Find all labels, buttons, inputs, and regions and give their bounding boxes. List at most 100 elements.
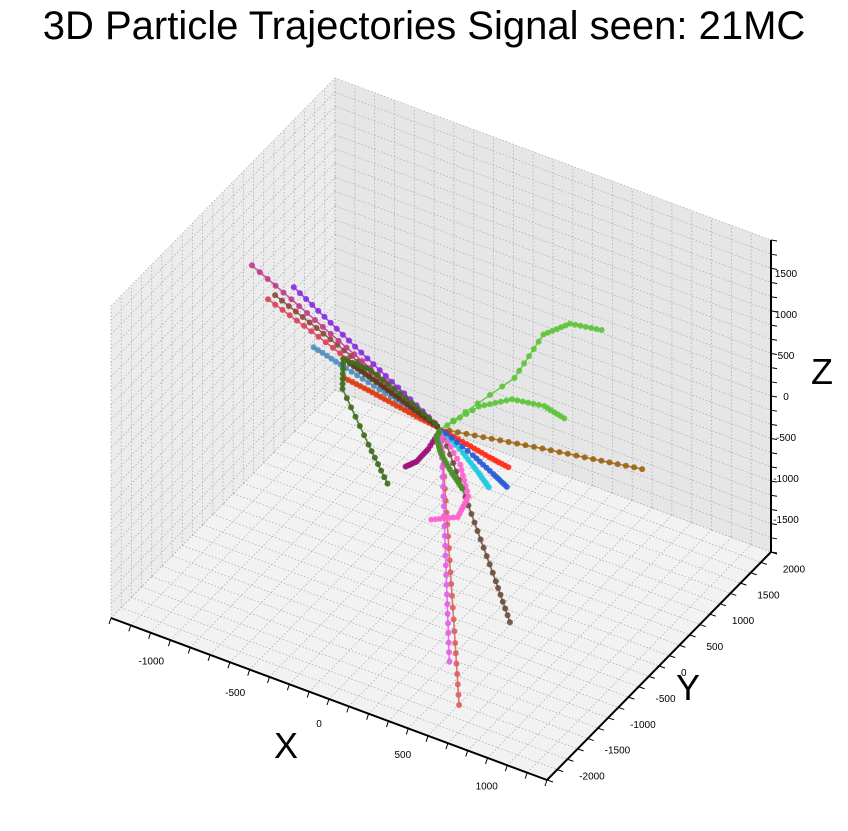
trajectory-11 xyxy=(440,427,646,473)
z-tick-mark xyxy=(770,282,778,285)
trajectory-point xyxy=(249,262,255,269)
grid-line xyxy=(110,389,336,619)
trajectory-point xyxy=(296,303,303,310)
trajectory-point xyxy=(497,398,504,405)
trajectory-point xyxy=(432,516,439,523)
trajectory-point xyxy=(526,353,532,360)
trajectory-16 xyxy=(402,428,442,470)
x-tick-mark xyxy=(366,713,370,720)
trajectory-point xyxy=(414,405,421,412)
trajectory-point xyxy=(519,398,526,405)
y-tick-mark xyxy=(679,644,686,648)
z-tick-mark xyxy=(770,423,778,426)
trajectory-point xyxy=(521,360,528,367)
trajectory-point xyxy=(340,360,347,367)
grid-line xyxy=(130,397,356,626)
y-tick-mark xyxy=(689,634,696,638)
x-tick-mark xyxy=(267,676,271,684)
trajectory-point xyxy=(448,581,455,587)
y-tick-mark xyxy=(557,769,564,773)
trajectory-point xyxy=(367,367,374,374)
grid-line xyxy=(170,411,395,641)
trajectory-point xyxy=(286,312,293,319)
grid-line xyxy=(110,134,336,364)
trajectory-point xyxy=(408,400,415,407)
trajectory-point xyxy=(441,523,448,530)
trajectory-point xyxy=(365,379,372,386)
x-tick-label: 500 xyxy=(395,750,412,761)
trajectory-point xyxy=(486,401,493,408)
trajectory-point xyxy=(272,301,279,308)
trajectory-point xyxy=(420,410,427,417)
grid-line xyxy=(328,470,554,700)
grid-line xyxy=(334,332,772,496)
y-tick-label: 1000 xyxy=(732,616,755,627)
z-tick-mark xyxy=(770,296,778,299)
trajectory-point xyxy=(432,420,439,427)
z-tick-label: 1000 xyxy=(775,310,798,321)
trajectory-point xyxy=(339,380,346,387)
trajectory-point xyxy=(256,269,263,276)
trajectory-point xyxy=(535,401,542,408)
trajectory-point xyxy=(279,306,286,313)
grid-line xyxy=(110,262,336,491)
trajectory-point xyxy=(454,455,460,462)
grid-line xyxy=(243,482,680,646)
grid-line xyxy=(171,555,609,719)
trajectory-point xyxy=(502,605,509,612)
trajectory-point xyxy=(530,346,537,352)
x-tick-mark xyxy=(227,662,231,669)
grid-line xyxy=(334,304,772,468)
grid-line xyxy=(334,389,772,553)
grid-line xyxy=(110,233,336,463)
grid-line xyxy=(263,462,700,625)
y-tick-mark xyxy=(567,758,574,762)
trajectory-point xyxy=(280,289,287,296)
grid-line xyxy=(141,586,578,750)
z-tick-mark xyxy=(770,267,778,270)
trajectory-point xyxy=(319,323,326,330)
trajectory-point xyxy=(403,395,409,401)
trajectory-point xyxy=(397,390,404,397)
grid-line xyxy=(334,247,772,411)
trajectory-point xyxy=(480,434,487,441)
grid-line xyxy=(314,410,751,574)
grid-line xyxy=(334,105,772,269)
trajectory-point xyxy=(264,276,271,282)
x-tick-mark xyxy=(128,625,132,632)
trajectory-point xyxy=(481,402,488,409)
trajectory-point xyxy=(308,328,315,335)
trajectory-point xyxy=(480,544,487,551)
trajectory-point xyxy=(303,296,310,302)
trajectory-point xyxy=(499,598,506,605)
trajectory-point xyxy=(474,528,481,534)
y-tick-mark xyxy=(740,582,747,586)
trajectory-point xyxy=(639,466,646,473)
z-tick-mark xyxy=(770,409,778,412)
y-tick-mark xyxy=(587,738,594,742)
trajectory-point xyxy=(440,493,447,500)
trajectory-point xyxy=(492,399,499,406)
trajectory-point xyxy=(359,358,366,365)
trajectory-point xyxy=(458,467,465,473)
trajectory-point xyxy=(320,330,327,337)
trajectory-point xyxy=(572,321,579,328)
trajectory-point xyxy=(381,474,388,481)
trajectory-point xyxy=(450,418,457,425)
grid-line xyxy=(110,276,336,505)
grid-line xyxy=(334,162,772,326)
grid-line xyxy=(182,545,619,708)
grid-line xyxy=(150,404,375,634)
y-tick-mark xyxy=(658,665,666,669)
y-tick-mark xyxy=(709,613,717,617)
x-tick-mark xyxy=(504,765,508,772)
trajectory-point xyxy=(437,515,444,522)
trajectory-point xyxy=(339,375,346,382)
trajectory-point xyxy=(349,359,356,366)
trajectory-point xyxy=(356,423,363,429)
trajectory-point xyxy=(566,320,573,327)
grid-line xyxy=(269,448,494,678)
tick-marks: -1000 -500 0 500 1000 -2000 -1500 -1000 -500 0 500… xyxy=(108,239,806,792)
grid-line xyxy=(110,219,336,449)
